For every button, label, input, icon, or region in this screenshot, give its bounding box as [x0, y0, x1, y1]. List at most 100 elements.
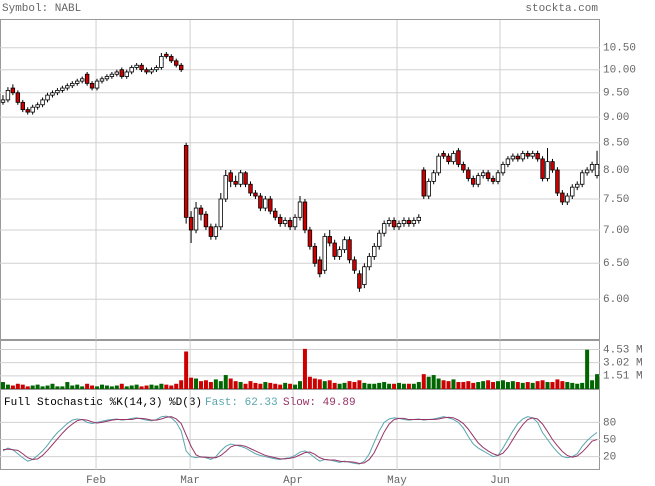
volume-bar — [387, 383, 392, 389]
stochastic-title: Full Stochastic %K(14,3) %D(3) — [4, 397, 202, 409]
volume-bar — [332, 382, 337, 389]
candle-body — [292, 216, 298, 228]
volume-bar — [233, 381, 238, 389]
candle-body — [396, 223, 402, 228]
y-tick-label: 3.02 M — [603, 358, 643, 370]
candle-body — [560, 192, 565, 203]
candle-body — [198, 207, 204, 215]
volume-bar — [397, 382, 402, 389]
volume-bar — [312, 378, 317, 389]
candle-body — [268, 198, 273, 212]
volume-bar — [496, 381, 501, 389]
candle-body — [65, 85, 70, 89]
volume-bar — [416, 382, 421, 389]
candle-body — [70, 83, 75, 87]
candle-body — [263, 198, 268, 209]
candle-body — [60, 87, 65, 91]
volume-bar — [293, 384, 298, 389]
volume-bar — [90, 385, 95, 389]
volume-bar — [114, 385, 119, 389]
candle-body — [20, 101, 25, 111]
volume-bar — [431, 375, 436, 389]
symbol-title: Symbol: NABL — [2, 3, 81, 15]
candle-body — [238, 172, 243, 185]
candle-body — [476, 175, 481, 185]
candle-body — [258, 195, 263, 209]
volume-bar — [60, 386, 65, 389]
candle-body — [401, 220, 407, 225]
volume-bar — [352, 382, 357, 389]
candle-body — [545, 161, 550, 179]
candle-body — [129, 67, 134, 73]
volume-bar — [174, 383, 179, 389]
candle-body — [377, 232, 382, 247]
candle-body — [213, 226, 219, 237]
volume-bar — [139, 386, 144, 389]
volume-bar — [372, 383, 377, 389]
candle-body — [50, 92, 55, 96]
candle-body — [89, 83, 95, 89]
candle-body — [480, 172, 486, 177]
volume-bar — [550, 382, 555, 389]
candle-body — [139, 64, 144, 71]
volume-bar — [451, 379, 456, 389]
candle-body — [114, 71, 120, 75]
volume-bar — [491, 382, 496, 389]
candle-body — [287, 220, 293, 228]
volume-bar — [392, 383, 397, 389]
y-tick-label: 6.00 — [603, 294, 629, 306]
candle-body — [273, 210, 278, 218]
volume-bar — [0, 382, 5, 389]
volume-bar — [238, 382, 243, 389]
candle-body — [500, 164, 506, 174]
candle-body — [381, 223, 387, 234]
volume-bar — [515, 382, 520, 389]
y-tick-label: 4.53 M — [603, 344, 643, 356]
volume-bar — [149, 384, 154, 389]
candle-body — [461, 164, 466, 171]
y-tick-label: 8.00 — [603, 165, 629, 177]
volume-bar — [545, 382, 550, 389]
volume-bar — [377, 382, 382, 389]
candle-body — [347, 239, 352, 261]
volume-bar — [446, 381, 451, 389]
volume-bar — [85, 383, 90, 389]
candle-body — [174, 60, 179, 66]
volume-bar — [401, 383, 406, 389]
volume-bar — [194, 378, 199, 389]
volume-bar — [99, 384, 104, 389]
volume-bar — [228, 378, 233, 389]
candle-body — [159, 56, 164, 68]
candle-body — [178, 64, 184, 71]
candle-body — [188, 216, 194, 231]
candle-body — [495, 172, 501, 182]
candle-body — [228, 172, 233, 182]
candle-body — [406, 220, 412, 225]
volume-bar — [15, 383, 20, 389]
volume-bar — [590, 380, 595, 389]
volume-bar — [164, 384, 169, 389]
volume-bar — [486, 380, 491, 389]
volume-bar — [570, 382, 575, 389]
candle-body — [575, 183, 580, 188]
volume-bar — [298, 381, 302, 389]
candle-body — [218, 198, 223, 228]
candle-body — [312, 245, 318, 264]
candle-body — [183, 145, 189, 218]
volume-bar — [203, 380, 208, 389]
candle-body — [282, 220, 288, 225]
candle-body — [337, 249, 342, 257]
volume-bar — [189, 377, 194, 389]
candle-body — [164, 53, 169, 57]
candle-body — [119, 69, 124, 77]
candle-body — [386, 220, 392, 225]
x-tick-label: Jun — [490, 475, 510, 486]
y-tick-label: 7.00 — [603, 225, 629, 237]
candle-body — [99, 78, 105, 82]
candle-body — [223, 175, 228, 200]
candle-body — [411, 220, 417, 225]
candle-body — [436, 155, 441, 174]
candle-body — [570, 186, 575, 197]
volume-bar — [40, 386, 45, 389]
volume-bar — [258, 383, 263, 389]
